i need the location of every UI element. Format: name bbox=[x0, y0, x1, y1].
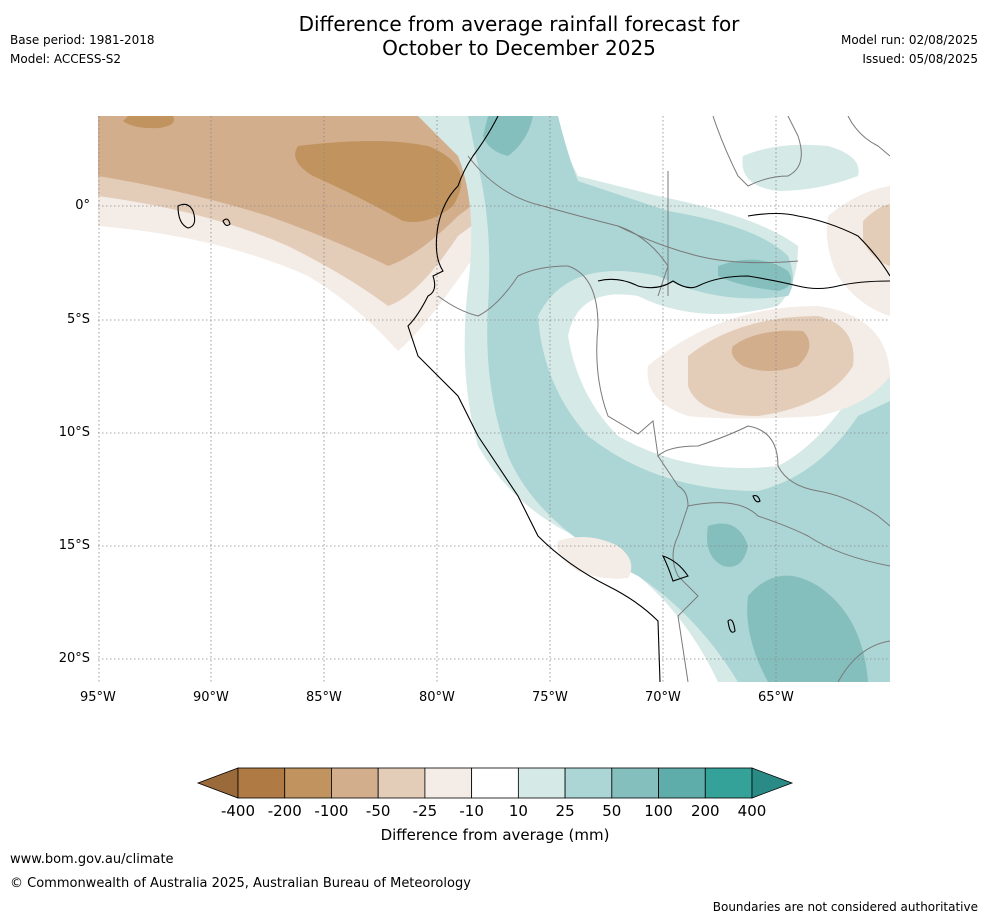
dry-patch-south bbox=[557, 537, 632, 579]
colorbar-segment bbox=[564, 767, 613, 799]
rainfall-map[interactable] bbox=[98, 116, 890, 682]
lon-label-65w: 65°W bbox=[758, 690, 794, 705]
colorbar-tick-label: 100 bbox=[644, 802, 673, 820]
colorbar: -400 -200 -100 -50 -25 -10 10 25 50 100 200 400 bbox=[196, 767, 794, 820]
colorbar-segment bbox=[704, 767, 753, 799]
colorbar-tick-labels: -400 -200 -100 -50 -25 -10 10 25 50 100 200 400 bbox=[221, 802, 766, 820]
lon-label-75w: 75°W bbox=[532, 690, 568, 705]
colorbar-tick-label: 50 bbox=[602, 802, 621, 820]
colorbar-tick-label: -200 bbox=[268, 802, 302, 820]
dry-region-northwest bbox=[98, 116, 560, 351]
colorbar-segment bbox=[471, 767, 519, 799]
colorbar-segment bbox=[424, 767, 473, 799]
colorbar-tick-label: -400 bbox=[221, 802, 255, 820]
colorbar-segment bbox=[377, 767, 426, 799]
lat-label-0: 0° bbox=[75, 198, 90, 213]
colorbar-tick-label: -25 bbox=[413, 802, 438, 820]
wet-band-andes bbox=[418, 116, 890, 682]
model-text: Model: ACCESS-S2 bbox=[10, 52, 122, 66]
lon-label-95w: 95°W bbox=[80, 690, 116, 705]
page-title: Difference from average rainfall forecas… bbox=[194, 12, 844, 60]
colorbar-segment bbox=[611, 767, 659, 799]
colorbar-tick-label: 10 bbox=[509, 802, 528, 820]
colorbar-tick-label: 25 bbox=[556, 802, 575, 820]
colorbar-under-arrow bbox=[196, 767, 239, 799]
colorbar-tick-label: -50 bbox=[366, 802, 391, 820]
country-borders bbox=[437, 116, 890, 682]
lon-label-90w: 90°W bbox=[193, 690, 229, 705]
colorbar-label: Difference from average (mm) bbox=[380, 826, 610, 844]
website-text: www.bom.gov.au/climate bbox=[10, 852, 174, 867]
graticule bbox=[98, 116, 890, 682]
colorbar-tick-label: 200 bbox=[691, 802, 720, 820]
lon-label-80w: 80°W bbox=[419, 690, 455, 705]
lat-label-20s: 20°S bbox=[58, 651, 90, 666]
base-period-text: Base period: 1981-2018 bbox=[10, 33, 155, 47]
dry-region-central bbox=[647, 306, 890, 419]
lon-label-70w: 70°W bbox=[645, 690, 681, 705]
colorbar-segment bbox=[658, 767, 706, 799]
dry-region-east bbox=[826, 186, 890, 316]
issued-text: Issued: 05/08/2025 bbox=[862, 52, 978, 66]
title-line-1: Difference from average rainfall forecas… bbox=[298, 12, 740, 36]
colorbar-segments bbox=[237, 767, 753, 799]
colorbar-segment bbox=[237, 767, 286, 799]
colorbar-tick-label: -10 bbox=[459, 802, 484, 820]
copyright-text: © Commonwealth of Australia 2025, Austra… bbox=[10, 876, 471, 891]
colorbar-tick-label: 400 bbox=[738, 802, 767, 820]
coastlines bbox=[177, 116, 890, 682]
colorbar-over-arrow bbox=[751, 767, 794, 799]
disclaimer-text: Boundaries are not considered authoritat… bbox=[712, 900, 978, 914]
lon-label-85w: 85°W bbox=[306, 690, 342, 705]
title-line-2: October to December 2025 bbox=[382, 36, 656, 60]
model-run-text: Model run: 02/08/2025 bbox=[840, 33, 978, 47]
lat-label-5s: 5°S bbox=[66, 312, 90, 327]
colorbar-segment bbox=[284, 767, 332, 799]
colorbar-tick-label: -100 bbox=[314, 802, 348, 820]
lat-label-15s: 15°S bbox=[58, 538, 90, 553]
colorbar-segment bbox=[331, 767, 379, 799]
colorbar-segment bbox=[517, 767, 566, 799]
lat-label-10s: 10°S bbox=[58, 425, 90, 440]
